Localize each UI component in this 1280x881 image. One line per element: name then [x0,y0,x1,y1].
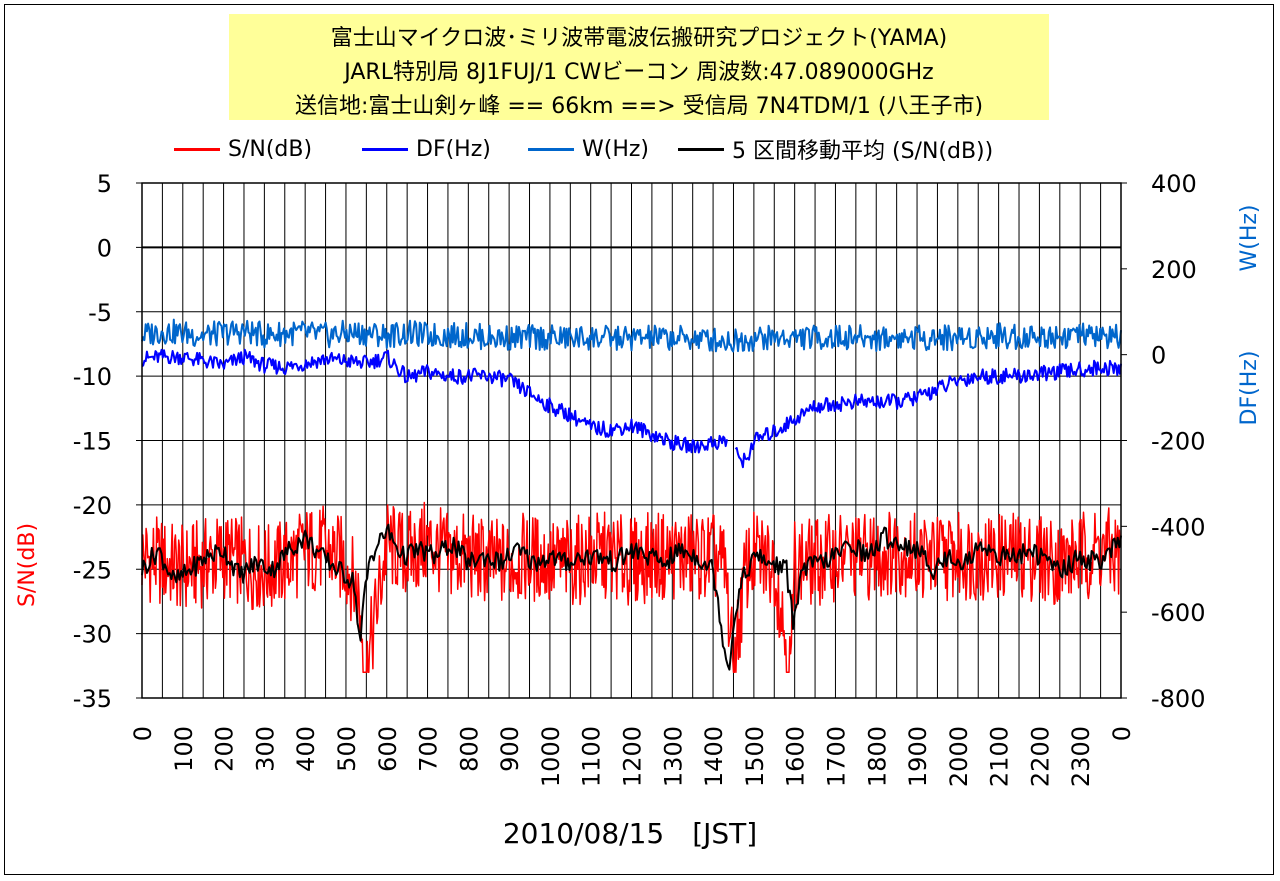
y-left-tick-label: -35 [73,685,112,713]
y-left-tick-label: 5 [97,170,112,198]
y-right-axis-title-df: DF(Hz) [1237,351,1262,426]
y-right-tick-label: -400 [1151,513,1205,541]
y-right-axis-title-w: W(Hz) [1237,204,1262,271]
legend-swatch-df [362,147,408,151]
legend-item-ma: 5 区間移動平均 (S/N(dB)) [678,132,993,166]
chart-title-box: 富士山マイクロ波･ミリ波帯電波伝搬研究プロジェクト(YAMA) JARL特別局 … [229,14,1049,120]
y-left-axis-title: S/N(dB) [15,523,40,607]
x-tick-label: 400 [292,726,320,772]
x-tick-label: 1500 [741,726,769,787]
legend-swatch-ma [678,147,724,151]
y-left-tick-label: -10 [73,363,112,391]
chart-frame [4,4,1274,875]
x-tick-label: 1400 [700,726,728,787]
legend-swatch-w [528,147,574,151]
y-left-tick-label: -20 [73,492,112,520]
x-tick-label: 800 [455,726,483,772]
x-tick-label: 200 [211,726,239,772]
legend-label-df: DF(Hz) [416,136,491,162]
x-tick-label: 2200 [1026,726,1054,787]
y-right-tick-label: 400 [1151,170,1197,198]
x-tick-label: 600 [374,726,402,772]
x-tick-label: 1600 [782,726,810,787]
x-tick-label: 300 [251,726,279,772]
x-tick-label: 1100 [578,726,606,787]
x-tick-label: 700 [415,726,443,772]
title-line-1: 富士山マイクロ波･ミリ波帯電波伝搬研究プロジェクト(YAMA) [330,26,948,51]
legend-item-w: W(Hz) [528,132,649,166]
y-right-tick-label: 200 [1151,256,1197,284]
legend-label-w: W(Hz) [582,136,650,162]
legend-label-sn: S/N(dB) [228,136,313,162]
legend-item-df: DF(Hz) [362,132,491,166]
x-tick-label: 100 [170,726,198,772]
title-line-3: 送信地:富士山剣ヶ峰 == 66km ==> 受信局 7N4TDM/1 (八王子… [294,94,984,119]
series-line-sn [141,501,1122,674]
legend-label-ma: 5 区間移動平均 (S/N(dB)) [732,139,994,164]
legend-swatch-sn [174,147,220,151]
y-left-tick-label: -5 [88,299,112,327]
title-line-2: JARL特別局 8J1FUJ/1 CWビーコン 周波数:47.089000GHz [344,60,934,85]
legend-item-sn: S/N(dB) [174,132,312,166]
y-left-tick-label: -15 [73,428,112,456]
x-tick-label: 2300 [1067,726,1095,787]
x-tick-label: 1900 [904,726,932,787]
series-line-ma [141,523,1122,671]
y-left-tick-label: -30 [73,621,112,649]
y-right-tick-label: -800 [1151,685,1205,713]
x-tick-label: 1300 [659,726,687,787]
x-tick-label: 1200 [619,726,647,787]
y-right-tick-label: 0 [1151,342,1166,370]
y-right-tick-label: -200 [1151,428,1205,456]
x-tick-label: 1700 [822,726,850,787]
x-tick-label: 0 [1108,726,1136,741]
x-tick-label: 0 [129,726,157,741]
series-line-df [141,348,1122,469]
y-left-tick-label: 0 [97,234,112,262]
x-tick-label: 500 [333,726,361,772]
x-tick-label: 2100 [986,726,1014,787]
y-right-tick-label: -600 [1151,599,1205,627]
series-line-w [141,318,1122,353]
x-tick-label: 1000 [537,726,565,787]
x-axis-title: 2010/08/15 [JST] [502,817,758,850]
x-tick-label: 900 [496,726,524,772]
x-tick-label: 2000 [945,726,973,787]
x-tick-label: 1800 [863,726,891,787]
legend: S/N(dB) DF(Hz) W(Hz) 5 区間移動平均 (S/N(dB)) [160,132,1120,166]
y-left-tick-label: -25 [73,556,112,584]
